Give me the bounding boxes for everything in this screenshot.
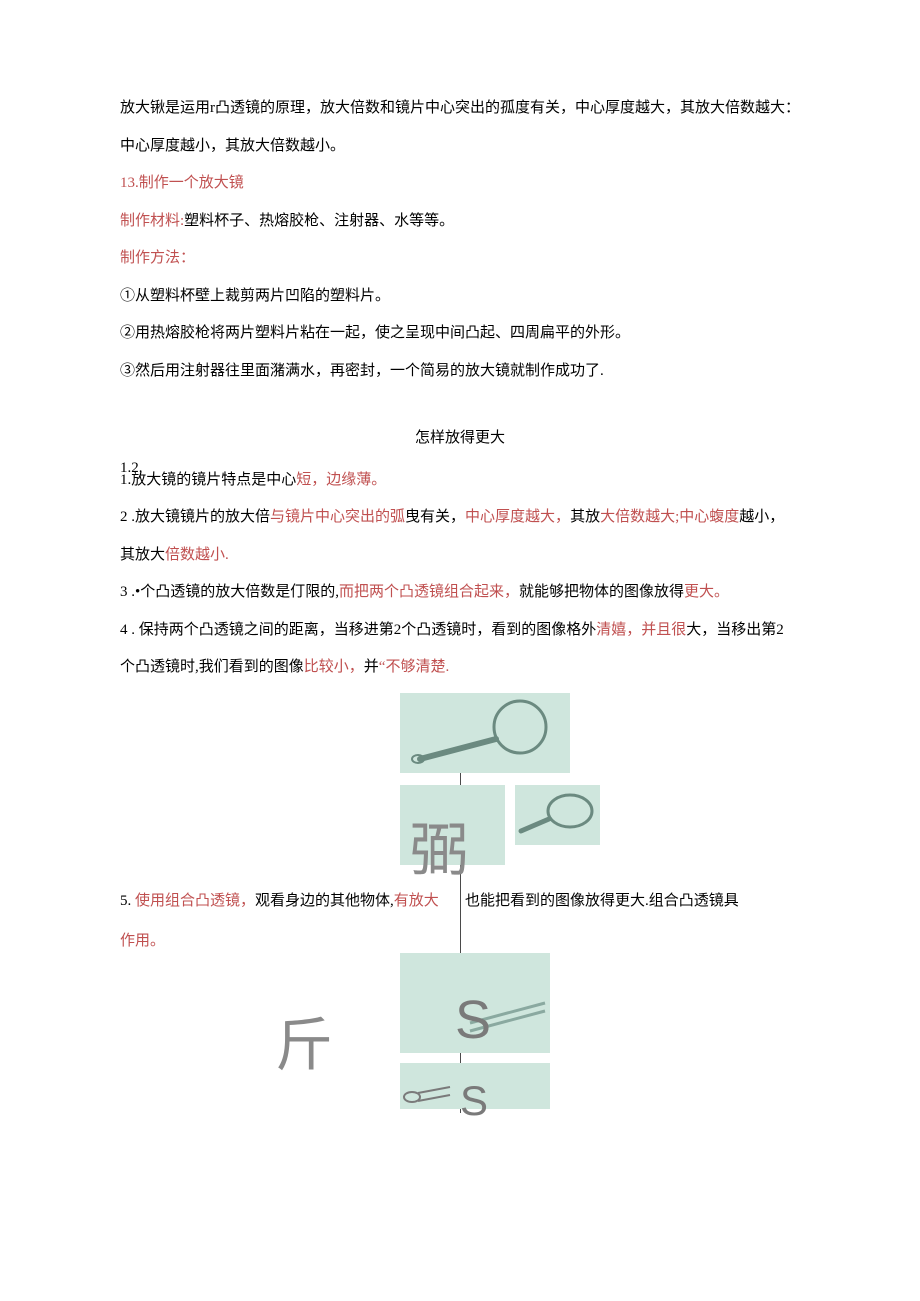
point-5-right: 也能把看到的图像放得更大.组合凸透镜具 bbox=[465, 883, 805, 921]
text: ①从塑料杯壁上裁剪两片凹陷的塑料片。 bbox=[120, 288, 390, 304]
s-char: S bbox=[460, 1048, 488, 1153]
text-red: 中心厚度越大， bbox=[465, 509, 570, 525]
text: 4 . 保持两个凸透镜之间的距离，当移进第2个凸透镜时，看到的图像格外 bbox=[120, 622, 596, 638]
step: ②用热熔胶枪将两片塑料片粘在一起，使之呈现中间凸起、四周扁平的外形。 bbox=[120, 315, 800, 353]
kai-char: 斤 bbox=[275, 973, 333, 1118]
point-2: 2 .放大镜镜片的放大倍与镜片中心突出的弧曳有关，中心厚度越大，其放大倍数越大;… bbox=[120, 499, 800, 537]
text-red: 大倍数越大;中心蝮度 bbox=[600, 509, 739, 525]
text: 1.放大镜的镜片特点是中心 bbox=[120, 472, 296, 488]
text: 个凸透镜时,我们看到的图像 bbox=[120, 659, 304, 675]
point-1: 1.放大镜的镜片特点是中心短，边缘薄。 bbox=[120, 462, 800, 500]
text-red: 更大。 bbox=[684, 584, 729, 600]
text: 大，当移出第2 bbox=[686, 622, 784, 638]
point-2b: 其放大倍数越小. bbox=[120, 537, 800, 575]
point-3: 3 .•个凸透镜的放大倍数是仃限的,而把两个凸透镜组合起来，就能够把物体的图像放… bbox=[120, 574, 800, 612]
magnifier-sketch-icon bbox=[400, 693, 570, 773]
intro-paragraph: 放大锹是运用r凸透镜的原理，放大倍数和镜片中心突出的孤度有关，中心厚度越大，其放… bbox=[120, 90, 800, 128]
illustration-area: 弼 斤 S S 5. 使用组合凸透镜，观看身边的其他物体,有放大 也能把看到的图… bbox=[120, 693, 800, 1113]
text-red: 清嬉，并且很 bbox=[596, 622, 686, 638]
text-red: 13.制作一个放大镜 bbox=[120, 175, 244, 191]
label-red: 制作方法： bbox=[120, 250, 195, 266]
text-red: 比较小， bbox=[304, 659, 364, 675]
label-red: 制作材料: bbox=[120, 213, 184, 229]
text-red: 与镜片中心突出的弧 bbox=[270, 509, 405, 525]
step: ①从塑料杯壁上裁剪两片凹陷的塑料片。 bbox=[120, 278, 800, 316]
method-label: 制作方法： bbox=[120, 240, 800, 278]
text: 就能够把物体的图像放得 bbox=[519, 584, 684, 600]
text: 曳有关， bbox=[405, 509, 465, 525]
document-page: 放大锹是运用r凸透镜的原理，放大倍数和镜片中心突出的孤度有关，中心厚度越大，其放… bbox=[0, 0, 920, 1173]
section-number: 1.2. bbox=[120, 450, 143, 488]
point-4: 4 . 保持两个凸透镜之间的距离，当移进第2个凸透镜时，看到的图像格外清嬉，并且… bbox=[120, 612, 800, 650]
text: 越小， bbox=[739, 509, 784, 525]
section-heading: 怎样放得更大 bbox=[120, 420, 800, 458]
point-5-left: 5. 使用组合凸透镜，观看身边的其他物体,有放大 bbox=[120, 883, 450, 921]
section13-title: 13.制作一个放大镜 bbox=[120, 165, 800, 203]
text: 也能把看到的图像放得更大.组合凸透镜具 bbox=[465, 893, 739, 909]
point-4b: 个凸透镜时,我们看到的图像比较小，并“不够清楚. bbox=[120, 649, 800, 687]
text: ③然后用注射器往里面潴满水，再密封，一个简易的放大镜就制作成功了. bbox=[120, 363, 604, 379]
step: ③然后用注射器往里面潴满水，再密封，一个简易的放大镜就制作成功了. bbox=[120, 353, 800, 391]
text: 塑料杯子、热熔胶枪、注射器、水等等。 bbox=[184, 213, 454, 229]
magnifier-sketch-icon bbox=[515, 785, 600, 845]
text: 其放大 bbox=[120, 547, 165, 563]
text-red: 短，边缘薄。 bbox=[296, 472, 386, 488]
text-red: 倍数越小. bbox=[165, 547, 229, 563]
text: 观看身边的其他物体, bbox=[255, 893, 394, 909]
heading-text: 怎样放得更大 bbox=[415, 430, 505, 446]
materials-line: 制作材料:塑料杯子、热熔胶枪、注射器、水等等。 bbox=[120, 203, 800, 241]
text-red: 作用。 bbox=[120, 933, 165, 949]
text: 2 .放大镜镜片的放大倍 bbox=[120, 509, 270, 525]
intro-paragraph: 中心厚度越小，其放大倍数越小。 bbox=[120, 128, 800, 166]
text: ②用热熔胶枪将两片塑料片粘在一起，使之呈现中间凸起、四周扁平的外形。 bbox=[120, 325, 630, 341]
text: 5. bbox=[120, 893, 131, 909]
text-red: 而把两个凸透镜组合起来， bbox=[339, 584, 519, 600]
text: 放大锹是运用r凸透镜的原理，放大倍数和镜片中心突出的孤度有关，中心厚度越大，其放… bbox=[120, 100, 800, 116]
point-5-below: 作用。 bbox=[120, 923, 320, 961]
illus-block bbox=[515, 785, 600, 845]
text-red: 有放大 bbox=[394, 893, 439, 909]
text: 并 bbox=[364, 659, 379, 675]
text: 3 .•个凸透镜的放大倍数是仃限的, bbox=[120, 584, 339, 600]
text-red: 使用组合凸透镜， bbox=[131, 893, 255, 909]
text: 中心厚度越小，其放大倍数越小。 bbox=[120, 138, 345, 154]
text: 其放 bbox=[570, 509, 600, 525]
illus-block bbox=[400, 693, 570, 773]
text-red: “不够清楚. bbox=[379, 659, 449, 675]
